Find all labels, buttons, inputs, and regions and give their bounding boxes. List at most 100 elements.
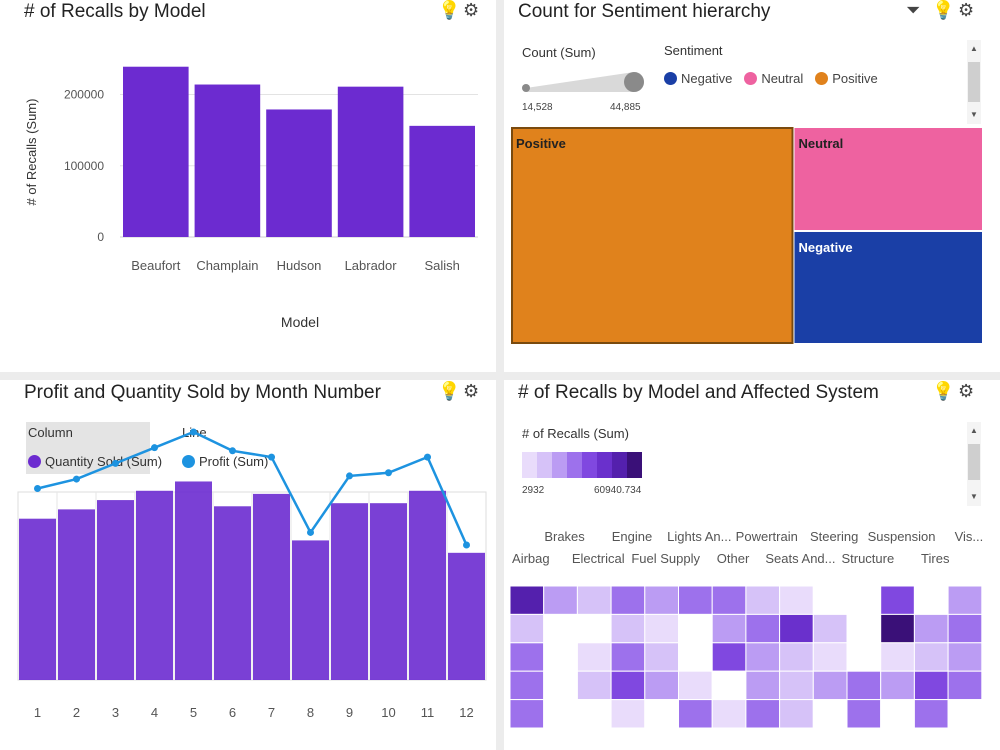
heatmap-cell	[509, 585, 545, 615]
legend-item-negative: Negative	[664, 71, 732, 86]
ramp-swatch	[597, 452, 612, 478]
recalls-bar-chart: 0 100000 200000 Beaufort Champlain Hudson Labr…	[24, 66, 478, 330]
scroll-up-icon[interactable]: ▲	[970, 44, 978, 53]
heatmap-legend-max: 60940.734	[594, 485, 642, 496]
heatmap-cell	[678, 699, 713, 729]
heatmap-cell	[576, 642, 612, 672]
panel-title: Count for Sentiment hierarchy	[518, 1, 771, 22]
settings-icon[interactable]: ⚙	[958, 381, 975, 402]
x-tick-label: 5	[190, 705, 197, 720]
scroll-down-icon[interactable]: ▼	[970, 492, 978, 501]
scroll-down-icon[interactable]: ▼	[970, 110, 978, 119]
heatmap-cell	[543, 670, 578, 701]
heatmap-cell	[880, 699, 915, 729]
x-tick-label: Suspension	[868, 529, 936, 544]
heatmap-cell	[576, 613, 612, 644]
heatmap-cell	[644, 699, 680, 729]
lightbulb-icon[interactable]: 💡	[932, 381, 955, 402]
profit-quantity-panel: Profit and Quantity Sold by Month Number…	[0, 380, 496, 750]
heatmap-cell	[711, 670, 747, 701]
treemap-label: Negative	[798, 240, 852, 255]
size-legend-min: 14,528	[522, 102, 553, 113]
x-tick-label: 9	[346, 705, 353, 720]
profit-point-6	[229, 447, 236, 455]
profit-point-11	[424, 453, 431, 461]
sentiment-legend: Negative Neutral Positive	[664, 70, 890, 88]
heatmap-cell	[779, 613, 814, 644]
recalls-by-model-panel: # of Recalls by Model 💡 ⚙ 0 100000 200000 B…	[0, 0, 496, 372]
heatmap-cell	[779, 699, 814, 729]
lightbulb-icon[interactable]: 💡	[438, 381, 461, 402]
heatmap-cell	[711, 642, 747, 672]
x-tick-label: 6	[229, 705, 236, 720]
filter-icon[interactable]: ⏷	[906, 0, 921, 21]
x-tick-label: 1	[34, 705, 41, 720]
size-legend-title: Count (Sum)	[522, 45, 596, 60]
settings-icon[interactable]: ⚙	[463, 381, 480, 402]
bar-month-9	[331, 503, 368, 680]
profit-point-8	[307, 528, 314, 536]
heatmap-cell	[576, 670, 612, 701]
heatmap-cell	[947, 670, 983, 701]
bar-month-12	[448, 552, 485, 680]
bar-labrador	[337, 86, 404, 237]
sentiment-treemap-panel: Count for Sentiment hierarchy ⏷ 💡 ⚙ Coun…	[504, 0, 1000, 372]
x-tick-label: Engine	[612, 529, 652, 544]
ramp-swatch	[612, 452, 627, 478]
bar-month-5	[175, 481, 212, 680]
legend-scrollbar[interactable]: ▲ ▼	[967, 40, 981, 124]
heatmap-cell	[543, 699, 578, 729]
heatmap-cell	[880, 585, 915, 615]
settings-icon[interactable]: ⚙	[958, 0, 975, 21]
heatmap-cell	[812, 585, 848, 615]
heatmap-cell	[543, 585, 578, 615]
heatmap-cell	[913, 613, 949, 644]
heatmap-cell	[745, 613, 781, 644]
x-tick-label: Airbag	[512, 551, 550, 566]
treemap-tile-positive	[511, 127, 794, 344]
profit-point-2	[73, 475, 80, 483]
heatmap-cell	[812, 699, 848, 729]
profit-point-7	[268, 453, 275, 461]
heatmap-cell	[812, 613, 848, 644]
lightbulb-icon[interactable]: 💡	[932, 0, 955, 21]
heatmap-cell	[947, 699, 983, 729]
heatmap-cell	[880, 670, 915, 701]
heatmap-cell	[678, 670, 713, 701]
legend-swatch	[664, 72, 677, 85]
panel-title: Profit and Quantity Sold by Month Number	[24, 382, 381, 403]
profit-point-5	[190, 428, 197, 436]
heatmap-cell	[846, 642, 882, 672]
sentiment-treemap: Positive Neutral Negative	[511, 127, 982, 344]
x-axis-label: Model	[281, 314, 319, 330]
heatmap-cell	[678, 642, 713, 672]
x-tick-label: 8	[307, 705, 314, 720]
heatmap-cell	[610, 699, 646, 729]
profit-point-10	[385, 469, 392, 477]
x-tick-label: Vis...	[955, 529, 984, 544]
profit-point-9	[346, 472, 353, 480]
scroll-thumb[interactable]	[968, 444, 980, 480]
heatmap-cell	[779, 642, 814, 672]
heatmap-cell	[846, 585, 882, 615]
scroll-thumb[interactable]	[968, 62, 980, 102]
x-tick-label: Tires	[921, 551, 950, 566]
bar-month-1	[19, 518, 56, 680]
legend-swatch	[744, 72, 758, 85]
heatmap-cell	[711, 613, 747, 644]
lightbulb-icon[interactable]: 💡	[438, 0, 461, 21]
heatmap-cell	[779, 670, 814, 701]
scroll-up-icon[interactable]: ▲	[970, 426, 978, 435]
heatmap-cell	[812, 642, 848, 672]
x-tick-label: Beaufort	[131, 258, 181, 273]
heatmap-cell	[644, 670, 680, 701]
heatmap-cell	[610, 613, 646, 644]
line-legend-item: Profit (Sum)	[182, 454, 268, 469]
heatmap-cell	[509, 642, 545, 672]
heatmap-cell	[509, 699, 545, 729]
bar-month-4	[136, 490, 173, 680]
heatmap-cell	[610, 642, 646, 672]
legend-scrollbar[interactable]: ▲ ▼	[967, 422, 981, 506]
heatmap-cell	[711, 699, 747, 729]
settings-icon[interactable]: ⚙	[463, 0, 480, 21]
